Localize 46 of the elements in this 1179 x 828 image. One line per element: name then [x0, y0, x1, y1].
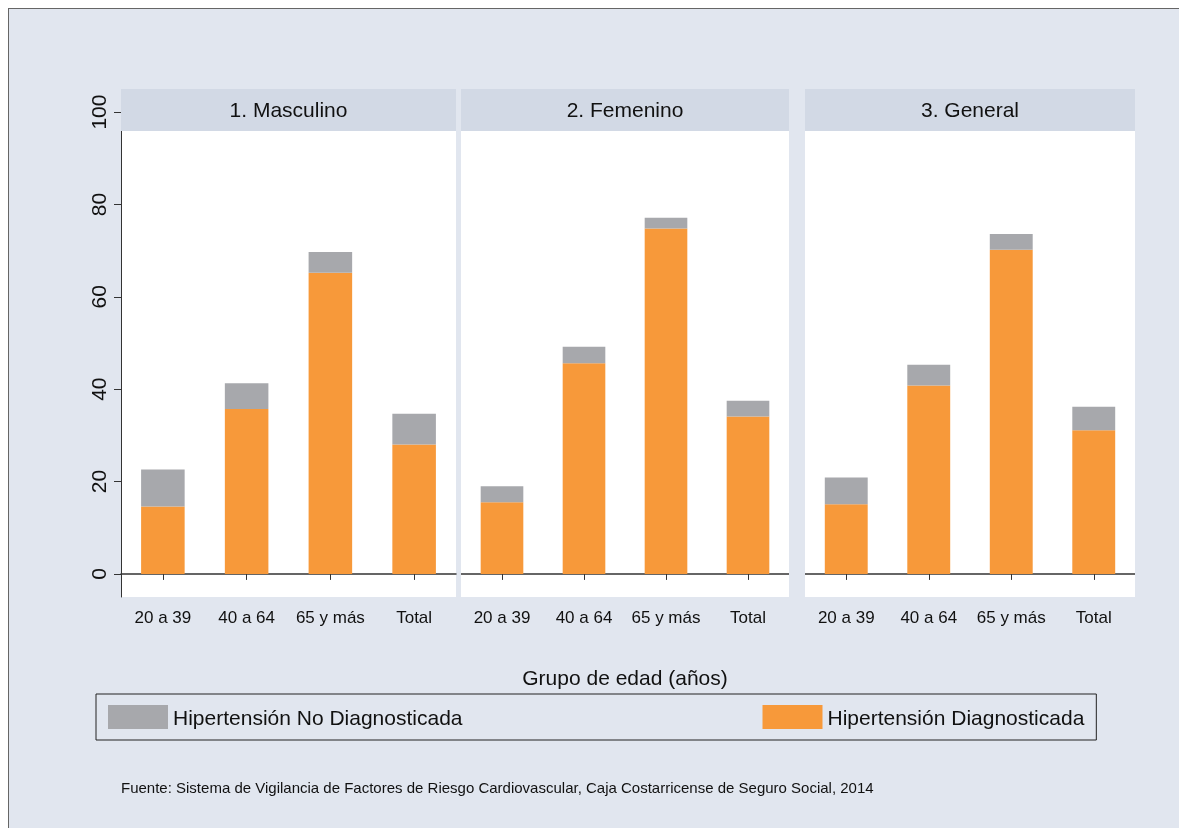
y-tick-label: 20: [87, 469, 110, 494]
bar: [562, 346, 606, 364]
bar: [824, 477, 868, 505]
bar: [141, 469, 185, 507]
bar: [726, 416, 770, 574]
bar: [907, 385, 951, 574]
x-tick-label: Total: [396, 608, 433, 627]
bar: [224, 383, 269, 410]
x-tick-label: 20 a 39: [473, 608, 531, 627]
x-tick-label: 65 y más: [976, 608, 1046, 627]
bar: [224, 409, 269, 574]
bar: [989, 249, 1033, 574]
bar: [726, 400, 770, 417]
bar: [824, 504, 868, 574]
legend-label: Hipertensión Diagnosticada: [827, 705, 1085, 729]
bar: [562, 363, 606, 574]
bar: [644, 217, 688, 229]
bar: [392, 413, 436, 445]
y-tick-label: 60: [87, 285, 110, 309]
y-tick-label: 0: [87, 568, 110, 580]
x-tick-label: Total: [1075, 608, 1112, 627]
x-axis-title: Grupo de edad (años): [522, 666, 728, 689]
x-tick-label: 40 a 64: [900, 608, 958, 627]
x-tick-label: 40 a 64: [218, 608, 275, 627]
y-tick-label: 100: [87, 94, 110, 130]
bar: [1072, 430, 1116, 574]
y-tick-label: 40: [87, 377, 110, 401]
x-tick-label: Total: [730, 608, 766, 627]
bar: [308, 252, 353, 273]
bar: [392, 444, 436, 574]
legend-label: Hipertensión No Diagnosticada: [173, 705, 463, 729]
bar: [644, 228, 688, 574]
bar: [1072, 406, 1116, 431]
x-tick-label: 65 y más: [631, 608, 701, 627]
bar: [308, 272, 353, 574]
x-tick-label: 20 a 39: [134, 608, 192, 627]
source-note: Fuente: Sistema de Vigilancia de Factores de Riesgo Cardiovascular, Caja Costarricense de Seguro Social, 2014: [121, 779, 874, 796]
bar: [989, 234, 1033, 250]
bar: [480, 502, 524, 574]
bar: [141, 506, 185, 574]
y-tick-label: 80: [87, 192, 110, 217]
x-tick-label: 40 a 64: [555, 608, 613, 627]
bar: [907, 364, 951, 386]
x-tick-label: 65 y más: [295, 608, 365, 627]
bar: [480, 486, 524, 503]
x-tick-label: 20 a 39: [817, 608, 875, 627]
